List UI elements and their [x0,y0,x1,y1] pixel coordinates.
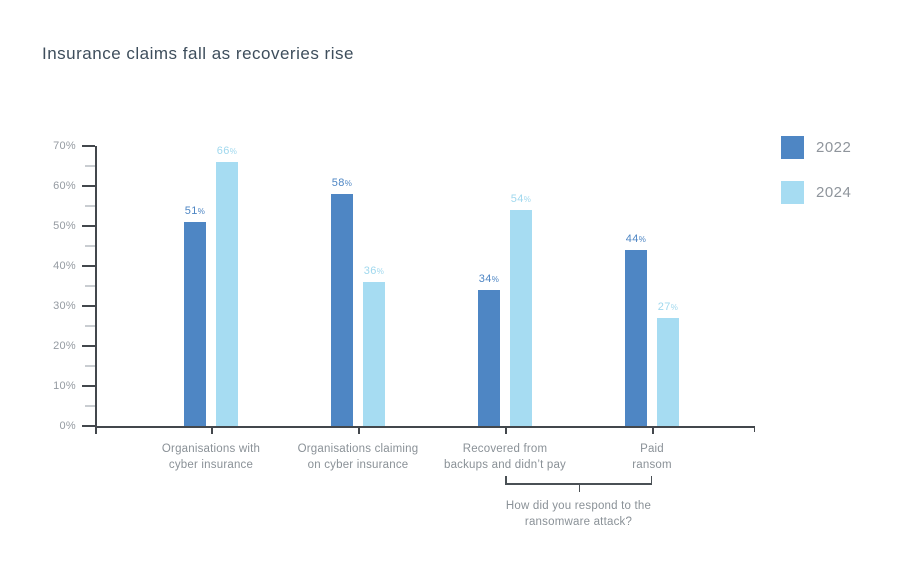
bar-2022 [331,194,353,426]
bar-value: 44 [625,233,639,245]
bar-value: 36 [363,265,377,277]
category-label-line: Recovered from [462,443,548,455]
y-axis-tick-label: 30% [53,300,76,312]
bracket-right-tick [650,476,652,485]
bar-value-label: 58% [320,177,364,189]
bar-value-label: 66% [205,145,249,157]
annotation-text: How did you respond to the ransomware att… [459,498,699,530]
y-axis-major-tick [82,265,95,267]
bar-2024 [363,282,385,426]
y-axis-tick-label: 0% [59,420,76,432]
y-axis-minor-tick [85,405,95,407]
y-axis-tick-label: 50% [53,220,76,232]
category-label-line: ransom [632,458,672,471]
bar-value-suffix: % [344,179,353,188]
category-label-line: Organisations with [161,443,261,455]
bar-value: 58 [331,177,345,189]
bar-value-suffix: % [523,195,532,204]
x-axis-start-tick [95,426,97,434]
legend-item-2022: 2022 [781,136,851,159]
y-axis-minor-tick [85,365,95,367]
y-axis-major-tick [82,345,95,347]
legend-label: 2022 [816,139,852,156]
bar-value-suffix: % [197,207,206,216]
category-tick [211,426,213,434]
bar-value-suffix: % [491,275,500,284]
y-axis-major-tick [82,385,95,387]
bar-value-label: 44% [614,233,658,245]
bar-2024 [510,210,532,426]
annotation-line: ransomware attack? [524,516,633,528]
category-label-line: on cyber insurance [307,458,409,471]
bar-value-suffix: % [376,267,385,276]
bar-2022 [184,222,206,426]
category-label: Recovered from backups and didn’t pay [420,442,590,473]
y-axis-tick-label: 40% [53,260,76,272]
category-tick [505,426,507,434]
y-axis-tick-label: 10% [53,380,76,392]
bar-value: 66 [216,145,230,157]
y-axis-minor-tick [85,205,95,207]
y-axis-tick-label: 20% [53,340,76,352]
legend-swatch-2024 [781,181,804,204]
category-label-line: Organisations claiming [297,443,419,455]
bar-value-suffix: % [638,235,647,244]
y-axis-major-tick [82,185,95,187]
bar-value-label: 54% [499,193,543,205]
bar-value-label: 34% [467,273,511,285]
y-axis-minor-tick [85,165,95,167]
category-label-line: Paid [640,443,664,455]
y-axis-minor-tick [85,325,95,327]
category-label: Organisations claiming on cyber insurance [273,442,443,473]
category-tick [652,426,654,434]
bar-2022 [478,290,500,426]
category-label-line: cyber insurance [168,458,254,471]
category-label: Paid ransom [567,442,737,473]
legend-label: 2024 [816,184,852,201]
y-axis-major-tick [82,225,95,227]
bar-value-label: 27% [646,301,690,313]
bar-value-label: 36% [352,265,396,277]
x-axis [95,426,755,428]
y-axis-major-tick [82,425,95,427]
bar-value: 51 [184,205,198,217]
legend-swatch-2022 [781,136,804,159]
y-axis-major-tick [82,305,95,307]
bar-value: 34 [478,273,492,285]
category-label-line: backups and didn’t pay [443,458,567,471]
bar-value: 54 [510,193,524,205]
y-axis-major-tick [82,145,95,147]
legend-item-2024: 2024 [781,181,851,204]
x-axis-end-tick [753,426,755,432]
bar-value-suffix: % [229,147,238,156]
chart-title: Insurance claims fall as recoveries rise [42,44,354,63]
bracket-center-tick [578,483,580,492]
annotation-line: How did you respond to the [505,500,652,512]
bar-2024 [657,318,679,426]
bar-2024 [216,162,238,426]
y-axis-minor-tick [85,285,95,287]
category-tick [358,426,360,434]
bar-value-label: 51% [173,205,217,217]
y-axis-tick-label: 70% [53,140,76,152]
category-label: Organisations with cyber insurance [126,442,296,473]
bar-value-suffix: % [670,303,679,312]
y-axis-minor-tick [85,245,95,247]
y-axis [95,146,97,426]
y-axis-tick-label: 60% [53,180,76,192]
bar-value: 27 [657,301,671,313]
bracket-left-tick [505,476,507,485]
bar-2022 [625,250,647,426]
